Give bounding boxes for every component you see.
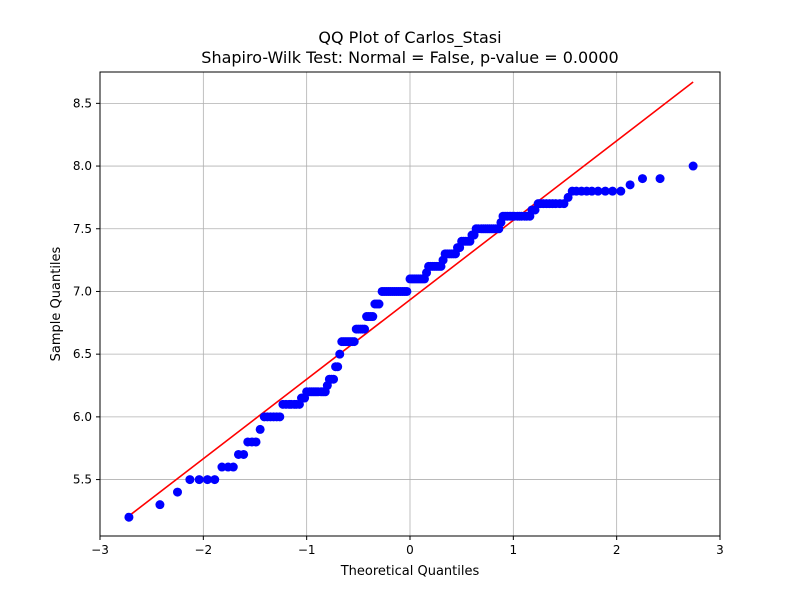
x-tick-label: −1: [298, 543, 316, 557]
data-point: [638, 174, 647, 184]
data-point: [335, 349, 345, 359]
data-point: [255, 424, 265, 434]
y-axis-ticks: 5.5 6.0 6.5 7.0 7.5 8.0 8.5: [73, 96, 100, 487]
y-tick-label: 8.5: [73, 96, 92, 110]
data-point: [228, 462, 238, 472]
x-axis-ticks: −3 −2 −1 0 1 2 3: [91, 536, 724, 557]
data-point: [173, 487, 182, 497]
x-axis-label: Theoretical Quantiles: [340, 564, 480, 579]
data-point: [217, 462, 227, 472]
y-tick-label: 6.0: [73, 410, 92, 424]
x-tick-label: −2: [194, 543, 212, 557]
y-tick-label: 7.5: [73, 222, 92, 236]
data-point: [608, 186, 618, 196]
grid: [99, 72, 721, 536]
data-point: [593, 186, 603, 196]
chart-subtitle: Shapiro-Wilk Test: Normal = False, p-val…: [201, 48, 618, 67]
data-point: [600, 186, 610, 196]
data-point: [360, 324, 370, 334]
data-points: [124, 161, 698, 522]
data-point: [374, 299, 384, 309]
data-point: [239, 449, 249, 459]
reference-line: [128, 81, 694, 517]
x-tick-label: 1: [510, 543, 518, 557]
data-point: [185, 475, 195, 485]
y-axis-label: Sample Quantiles: [49, 246, 64, 361]
data-point: [688, 161, 698, 171]
data-point: [368, 312, 378, 322]
x-tick-label: 0: [406, 543, 414, 557]
data-point: [587, 186, 597, 196]
chart-title: QQ Plot of Carlos_Stasi: [318, 28, 501, 48]
data-point: [194, 475, 204, 485]
y-tick-label: 7.0: [73, 284, 92, 298]
x-tick-label: −3: [91, 543, 109, 557]
reference-line-group: [128, 81, 694, 517]
data-point: [349, 337, 359, 347]
data-point: [275, 412, 285, 422]
data-point: [625, 180, 635, 190]
data-point: [616, 186, 626, 196]
data-point: [202, 475, 212, 485]
x-tick-label: 2: [613, 543, 621, 557]
data-point: [655, 174, 665, 184]
y-tick-label: 8.0: [73, 159, 92, 173]
data-point: [155, 500, 165, 510]
data-point: [124, 512, 134, 522]
x-tick-label: 3: [716, 543, 724, 557]
data-point: [251, 437, 261, 447]
y-tick-label: 6.5: [73, 347, 92, 361]
y-tick-label: 5.5: [73, 473, 92, 487]
data-point: [329, 374, 339, 384]
data-point: [210, 475, 220, 485]
data-point: [402, 286, 412, 296]
data-point: [333, 362, 343, 372]
